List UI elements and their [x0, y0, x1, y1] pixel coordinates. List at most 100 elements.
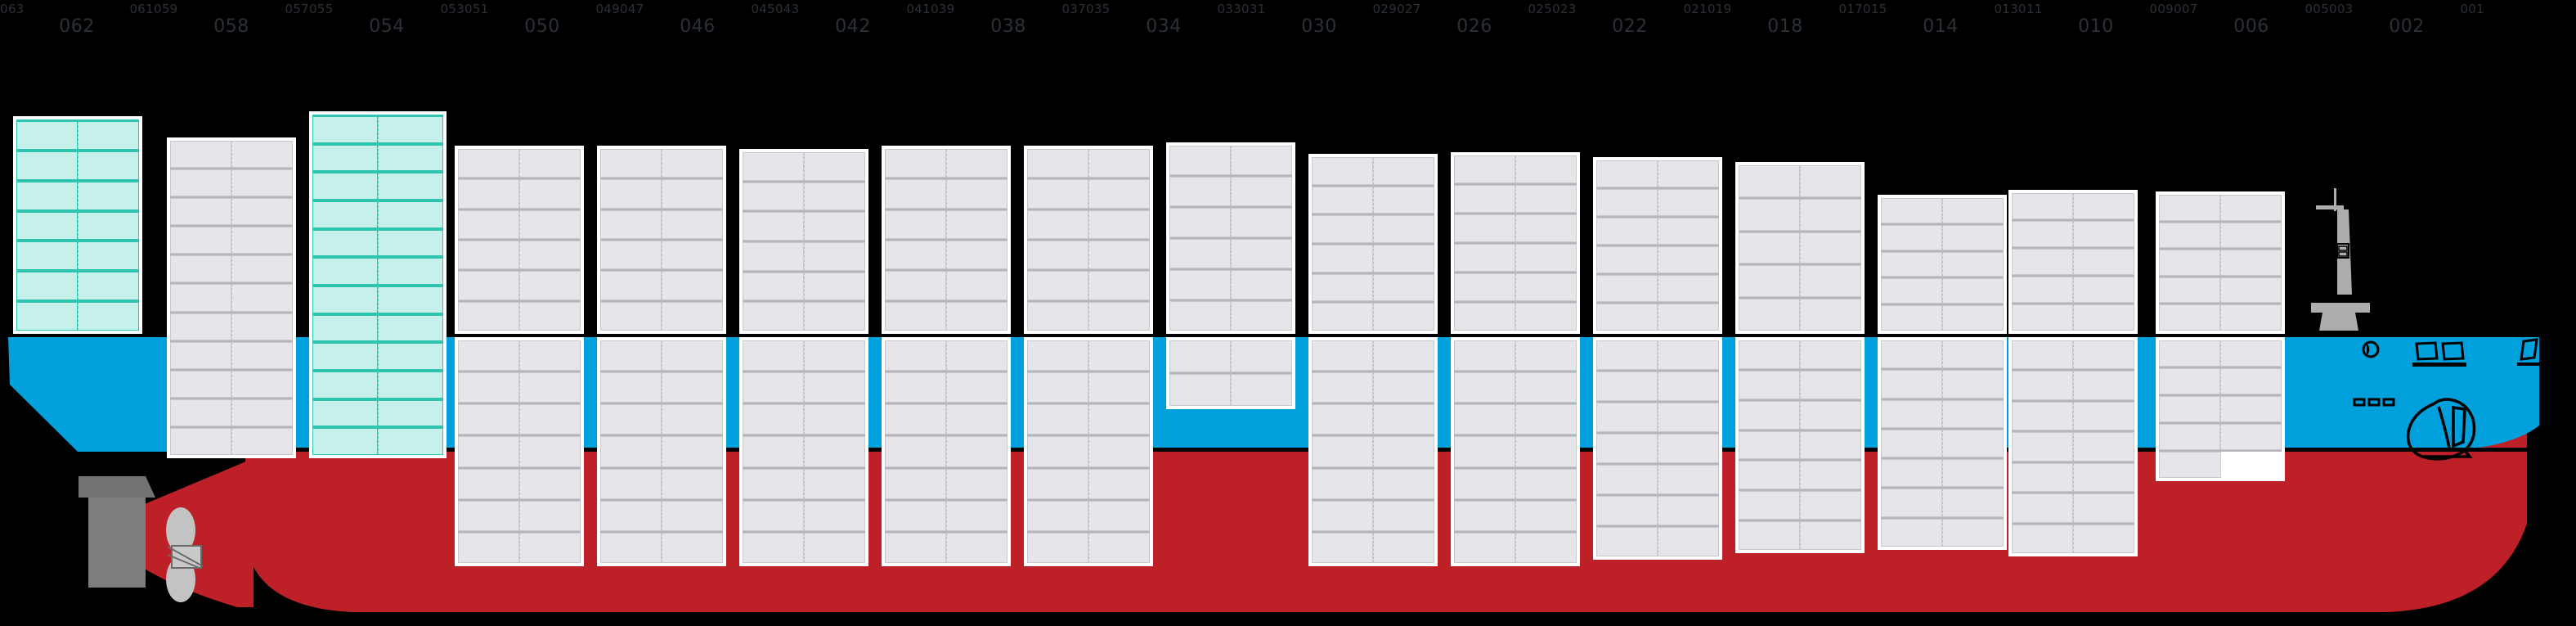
slot-port[interactable]	[1454, 532, 1515, 563]
tier-row[interactable]	[312, 341, 443, 371]
tier-row[interactable]	[1027, 435, 1150, 467]
slot-port[interactable]	[600, 340, 662, 372]
slot-port[interactable]	[1312, 404, 1373, 435]
slot-port[interactable]	[312, 428, 378, 456]
tier-row[interactable]	[1169, 340, 1292, 372]
tier-row[interactable]	[1454, 498, 1577, 531]
tier-row[interactable]	[1169, 175, 1292, 206]
tier-row[interactable]	[1739, 196, 1861, 231]
slot-port[interactable]	[885, 500, 946, 531]
slot-port[interactable]	[1881, 399, 1942, 428]
tier-row[interactable]	[1312, 214, 1434, 244]
bay-006-hold-stack[interactable]	[2008, 337, 2138, 556]
slot-starboard[interactable]	[1373, 303, 1434, 331]
tier-row[interactable]	[885, 403, 1008, 435]
slot-starboard[interactable]	[1800, 370, 1861, 399]
slot-port[interactable]	[16, 151, 78, 180]
slot-starboard[interactable]	[1942, 399, 2004, 428]
slot-port[interactable]	[600, 532, 662, 563]
tier-row[interactable]	[2159, 394, 2282, 422]
tier-row[interactable]	[885, 530, 1008, 563]
slot-starboard[interactable]	[1942, 518, 2004, 547]
slot-starboard[interactable]	[2220, 368, 2282, 394]
tier-row[interactable]	[170, 168, 293, 197]
slot-port[interactable]	[885, 468, 946, 499]
bay-018-deck-stack[interactable]	[1593, 157, 1722, 334]
bay-label-018[interactable]: 019 017 018	[1708, 0, 1863, 46]
tier-row[interactable]	[170, 340, 293, 369]
tier-row[interactable]	[458, 435, 581, 467]
slot-port[interactable]	[16, 211, 78, 241]
tier-row[interactable]	[1312, 272, 1434, 302]
tier-row[interactable]	[743, 498, 865, 531]
tier-row[interactable]	[458, 269, 581, 300]
slot-port[interactable]	[1312, 245, 1373, 272]
slot-port[interactable]	[1027, 468, 1088, 499]
slot-port[interactable]	[458, 301, 519, 331]
slot-starboard[interactable]	[1373, 500, 1434, 531]
slot-port[interactable]	[170, 169, 231, 197]
slot-starboard[interactable]	[662, 436, 723, 467]
slot-starboard[interactable]	[946, 436, 1008, 467]
slot-starboard[interactable]	[1515, 185, 1577, 213]
tier-row[interactable]	[1881, 487, 2004, 517]
slot-starboard[interactable]	[378, 314, 443, 342]
tier-row[interactable]	[885, 371, 1008, 403]
slot-starboard[interactable]	[1800, 400, 1861, 430]
tier-row[interactable]	[312, 398, 443, 427]
slot-port[interactable]	[743, 302, 804, 331]
slot-starboard[interactable]	[2073, 340, 2134, 370]
slot-port[interactable]	[1169, 270, 1231, 299]
tier-row[interactable]	[1739, 459, 1861, 490]
slot-starboard[interactable]	[662, 240, 723, 270]
tier-row[interactable]	[1454, 371, 1577, 403]
bay-label-022[interactable]: 023 021 022	[1552, 0, 1708, 46]
slot-port[interactable]	[2012, 432, 2073, 462]
slot-port[interactable]	[458, 532, 519, 563]
slot-port[interactable]	[743, 532, 804, 563]
slot-port[interactable]	[743, 468, 804, 499]
slot-starboard[interactable]	[1800, 232, 1861, 264]
slot-starboard[interactable]	[231, 255, 293, 283]
slot-port[interactable]	[1881, 489, 1942, 517]
slot-port[interactable]	[1596, 496, 1658, 525]
tier-row[interactable]	[16, 270, 139, 301]
tier-row[interactable]	[1881, 277, 2004, 304]
slot-starboard[interactable]	[662, 372, 723, 403]
slot-port[interactable]	[2159, 304, 2220, 331]
tier-row[interactable]	[170, 141, 293, 169]
tier-row[interactable]	[1454, 403, 1577, 435]
tier-row[interactable]	[170, 225, 293, 254]
slot-port[interactable]	[1596, 527, 1658, 556]
slot-starboard[interactable]	[2073, 524, 2134, 553]
slot-starboard[interactable]	[1658, 340, 1719, 370]
slot-starboard[interactable]	[1088, 500, 1150, 531]
slot-starboard[interactable]	[1658, 434, 1719, 463]
tier-row[interactable]	[1169, 268, 1292, 299]
bay-022-hold-stack[interactable]	[1451, 337, 1580, 566]
bay-label-054[interactable]: 055 053 054	[309, 0, 464, 46]
tier-row[interactable]	[600, 208, 723, 239]
slot-port[interactable]	[600, 301, 662, 331]
slot-port[interactable]	[600, 404, 662, 435]
slot-starboard[interactable]	[1373, 372, 1434, 403]
slot-port[interactable]	[1312, 215, 1373, 244]
slot-starboard[interactable]	[378, 229, 443, 257]
slot-port[interactable]	[743, 500, 804, 531]
slot-starboard[interactable]	[946, 149, 1008, 178]
bay-058-deck-stack[interactable]	[167, 137, 296, 458]
tier-row[interactable]	[458, 299, 581, 331]
slot-starboard[interactable]	[78, 151, 139, 180]
tier-row[interactable]	[2012, 340, 2134, 370]
slot-starboard[interactable]	[2073, 493, 2134, 523]
slot-starboard[interactable]	[231, 370, 293, 398]
slot-starboard[interactable]	[1800, 165, 1861, 197]
slot-port[interactable]	[885, 340, 946, 372]
slot-starboard[interactable]	[231, 227, 293, 254]
bay-002-hold-stack[interactable]	[2156, 337, 2285, 481]
slot-port[interactable]	[1027, 149, 1088, 178]
bay-062-deck-stack[interactable]	[13, 116, 142, 334]
slot-starboard[interactable]	[378, 286, 443, 313]
tier-row[interactable]	[1739, 520, 1861, 551]
slot-starboard[interactable]	[1088, 404, 1150, 435]
